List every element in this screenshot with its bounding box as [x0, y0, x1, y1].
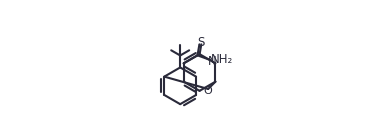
Text: S: S — [197, 36, 204, 49]
Text: NH₂: NH₂ — [211, 53, 233, 66]
Text: N: N — [208, 55, 217, 68]
Text: O: O — [203, 86, 212, 96]
